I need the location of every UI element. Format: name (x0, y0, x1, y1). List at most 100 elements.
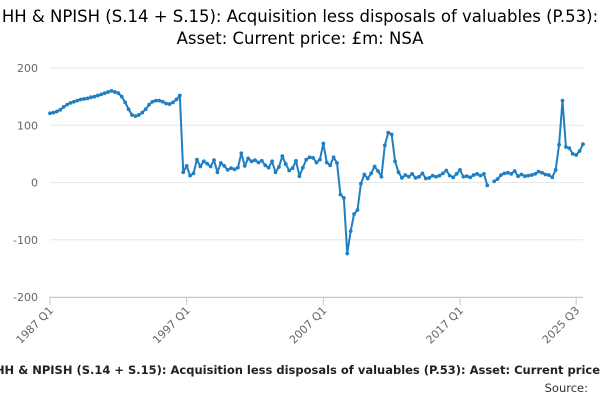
data-point[interactable] (386, 130, 391, 135)
data-point[interactable] (218, 161, 223, 165)
data-point[interactable] (143, 107, 148, 112)
data-point[interactable] (249, 159, 254, 164)
data-point[interactable] (423, 176, 428, 181)
data-point[interactable] (294, 158, 298, 163)
data-point[interactable] (85, 96, 90, 101)
data-point[interactable] (550, 175, 555, 180)
data-point[interactable] (376, 169, 380, 173)
data-point[interactable] (406, 174, 411, 179)
data-point[interactable] (65, 102, 69, 107)
data-point[interactable] (359, 181, 363, 186)
data-point[interactable] (570, 151, 575, 156)
data-point[interactable] (430, 173, 435, 178)
data-point[interactable] (393, 159, 397, 164)
data-point[interactable] (51, 110, 56, 115)
data-point[interactable] (212, 158, 216, 163)
data-point[interactable] (191, 171, 196, 176)
data-point[interactable] (280, 154, 285, 159)
data-point[interactable] (417, 174, 421, 179)
data-point[interactable] (256, 160, 261, 165)
data-point[interactable] (444, 168, 449, 173)
data-point[interactable] (454, 172, 459, 176)
data-point[interactable] (201, 159, 206, 164)
data-point[interactable] (461, 174, 466, 179)
data-point[interactable] (441, 171, 445, 176)
data-point[interactable] (160, 99, 165, 104)
data-point[interactable] (475, 172, 479, 176)
data-point[interactable] (174, 97, 179, 102)
data-point[interactable] (232, 167, 237, 172)
data-point[interactable] (485, 183, 490, 188)
data-point[interactable] (215, 170, 220, 175)
data-point[interactable] (171, 100, 175, 105)
data-point[interactable] (225, 168, 230, 172)
data-point[interactable] (400, 176, 404, 180)
data-point[interactable] (82, 97, 87, 101)
data-point[interactable] (116, 91, 121, 96)
data-point[interactable] (458, 168, 462, 172)
data-point[interactable] (147, 102, 151, 107)
data-point[interactable] (102, 91, 107, 96)
data-point[interactable] (338, 192, 343, 197)
data-point[interactable] (341, 196, 346, 200)
data-point[interactable] (277, 165, 281, 169)
data-point[interactable] (434, 174, 438, 179)
data-point[interactable] (246, 156, 251, 161)
data-point[interactable] (58, 107, 63, 112)
data-point[interactable] (263, 163, 268, 168)
data-point[interactable] (109, 89, 114, 93)
data-point[interactable] (509, 172, 514, 176)
data-point[interactable] (311, 155, 315, 160)
data-point[interactable] (78, 97, 83, 102)
data-point[interactable] (324, 160, 329, 165)
data-point[interactable] (389, 132, 394, 137)
data-point[interactable] (54, 109, 59, 114)
data-point[interactable] (577, 149, 582, 153)
data-point[interactable] (567, 146, 572, 151)
data-point[interactable] (236, 165, 240, 170)
data-point[interactable] (369, 171, 374, 176)
data-point[interactable] (61, 105, 66, 109)
data-point[interactable] (553, 168, 558, 172)
data-point[interactable] (468, 175, 473, 180)
data-point[interactable] (495, 177, 500, 181)
data-point[interactable] (222, 164, 227, 168)
data-point[interactable] (140, 110, 145, 115)
data-point[interactable] (184, 164, 189, 168)
data-point[interactable] (95, 93, 100, 98)
data-point[interactable] (382, 143, 387, 148)
data-point[interactable] (177, 93, 182, 98)
data-point[interactable] (167, 102, 172, 106)
data-point[interactable] (259, 158, 264, 163)
data-point[interactable] (403, 173, 408, 177)
data-point[interactable] (68, 101, 73, 105)
data-point[interactable] (126, 107, 131, 112)
data-point[interactable] (505, 170, 510, 175)
data-point[interactable] (99, 92, 104, 97)
data-point[interactable] (287, 168, 292, 173)
data-point[interactable] (181, 170, 186, 175)
data-point[interactable] (362, 172, 367, 177)
data-point[interactable] (335, 161, 339, 165)
data-point[interactable] (318, 157, 322, 162)
data-point[interactable] (283, 162, 288, 167)
data-point[interactable] (413, 176, 418, 180)
data-point[interactable] (574, 153, 579, 157)
data-point[interactable] (533, 172, 538, 176)
data-point[interactable] (205, 161, 210, 166)
data-point[interactable] (482, 172, 486, 176)
data-point[interactable] (560, 98, 565, 103)
data-point[interactable] (427, 176, 432, 180)
data-point[interactable] (297, 174, 302, 179)
data-point[interactable] (499, 173, 503, 177)
data-point[interactable] (523, 174, 527, 179)
data-point[interactable] (136, 113, 141, 117)
data-point[interactable] (253, 158, 257, 163)
data-point[interactable] (266, 165, 271, 170)
data-point[interactable] (195, 157, 199, 162)
data-point[interactable] (365, 176, 370, 181)
data-point[interactable] (396, 170, 401, 175)
data-point[interactable] (451, 175, 456, 180)
data-point[interactable] (492, 179, 497, 184)
data-point[interactable] (314, 160, 319, 165)
